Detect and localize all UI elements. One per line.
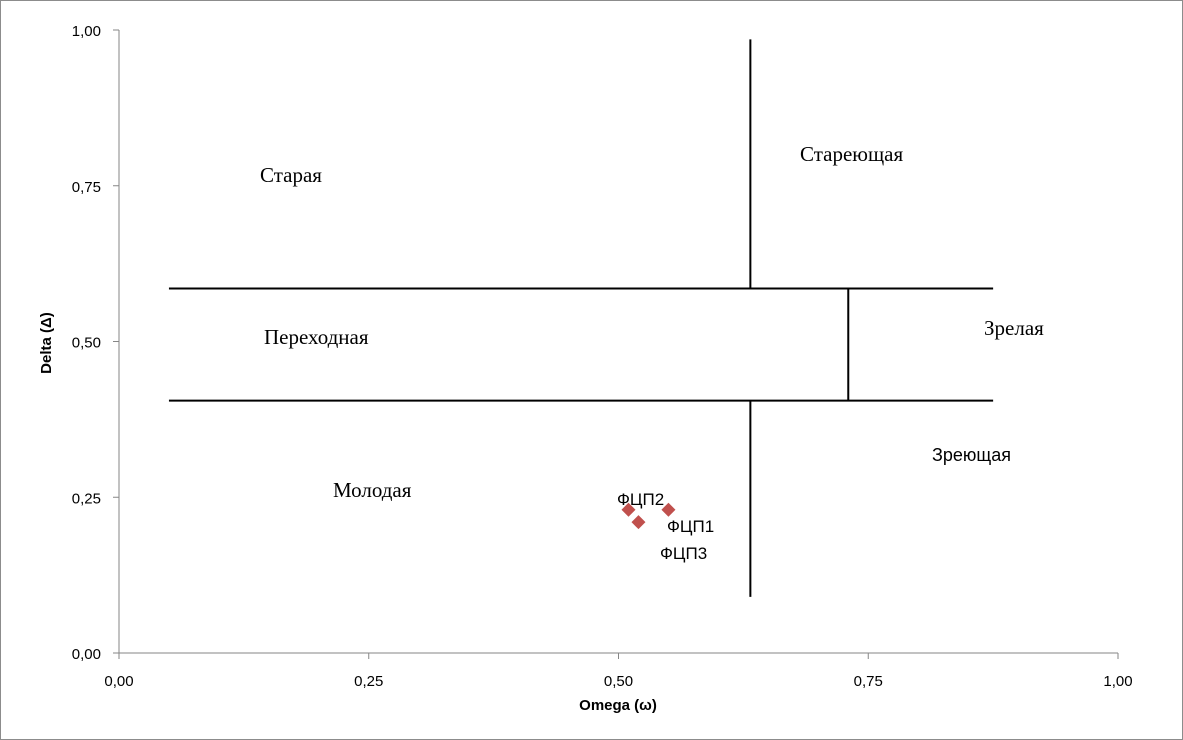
point-labels: ФЦП1 ФЦП2 ФЦП3 [617, 490, 714, 563]
region-labels: Старая Стареющая Переходная Зрелая Зреющ… [260, 142, 1044, 502]
y-tick-label: 0,75 [72, 179, 101, 196]
data-point-marker [631, 515, 646, 530]
x-tick-label: 0,25 [354, 673, 383, 690]
region-label-transitional: Переходная [264, 325, 369, 349]
y-tick-label: 0,00 [72, 646, 101, 663]
x-tick-label: 1,00 [1103, 673, 1132, 690]
x-tick-label: 0,00 [104, 673, 133, 690]
region-label-aging: Стареющая [800, 142, 903, 166]
region-label-maturing: Зреющая [932, 445, 1011, 465]
ticks: 0,00 0,25 0,50 0,75 1,00 0,00 0,25 0,50 0,75 1,00 [72, 23, 1133, 690]
x-tick-label: 0,75 [854, 673, 883, 690]
point-label-3: ФЦП3 [660, 544, 707, 563]
data-point-marker [621, 502, 636, 517]
y-axis-title: Delta (Δ) [38, 312, 55, 374]
x-axis-title: Omega (ω) [579, 697, 657, 714]
y-tick-label: 0,50 [72, 335, 101, 352]
region-label-old: Старая [260, 163, 322, 187]
x-tick-label: 0,50 [604, 673, 633, 690]
data-point-marker [661, 502, 676, 517]
y-tick-label: 1,00 [72, 23, 101, 40]
data-points [621, 502, 676, 530]
divider-lines [168, 39, 994, 597]
region-label-young: Молодая [333, 478, 412, 502]
point-label-1: ФЦП1 [667, 517, 714, 536]
y-tick-label: 0,25 [72, 490, 101, 507]
region-label-mature: Зрелая [984, 316, 1044, 340]
point-label-2: ФЦП2 [617, 490, 664, 509]
